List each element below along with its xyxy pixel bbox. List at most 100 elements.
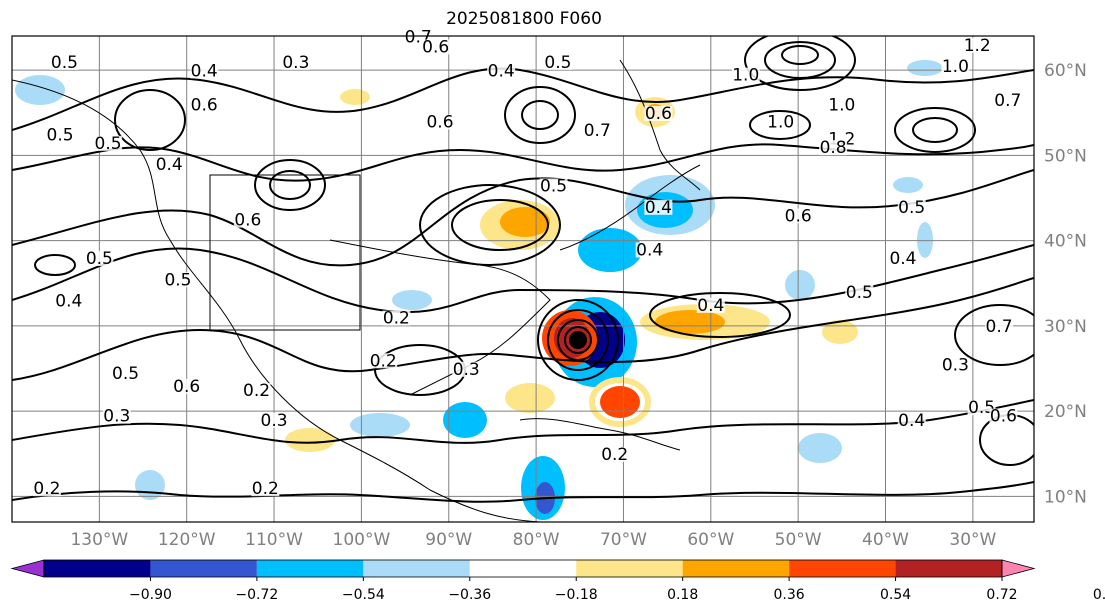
colorbar-swatch xyxy=(44,560,151,577)
contour-ring xyxy=(114,89,186,151)
contour-label: 0.7 xyxy=(994,91,1021,111)
contour-label-bg xyxy=(155,157,184,173)
lat-tick-label: 20°N xyxy=(1044,402,1087,422)
contour-label-bg xyxy=(233,212,262,228)
lon-tick-label: 90°W xyxy=(425,530,472,550)
colorbar-swatch xyxy=(256,560,364,577)
contour-label: 0.6 xyxy=(191,95,218,115)
fill-red-caribbean xyxy=(600,386,640,418)
contour-label-bg xyxy=(845,285,874,301)
contour-label-bg xyxy=(54,293,83,309)
contour-label-bg xyxy=(731,67,760,83)
coastline xyxy=(209,174,361,331)
contour-label: 0.4 xyxy=(191,61,218,81)
fill-blue-midatl xyxy=(785,270,815,300)
lon-tick-label: 30°W xyxy=(949,530,996,550)
colorbar-extend-low xyxy=(10,559,45,578)
contour-label: 1.0 xyxy=(828,95,855,115)
contour-label-bg xyxy=(963,37,992,53)
colorbar-swatch xyxy=(682,560,790,577)
colorbar-tick-label: 0.54 xyxy=(880,587,911,603)
colorbar-tick-label: −0.36 xyxy=(448,587,491,603)
contour-label: 0.2 xyxy=(601,445,628,465)
colorbar-tick-label: 0.72 xyxy=(986,587,1017,603)
contour-ring xyxy=(912,117,958,143)
contour-label: 0.5 xyxy=(51,53,78,73)
fill-blue-azores xyxy=(917,222,933,258)
colorbar-labels: −0.90 −0.72 −0.54 −0.36 −0.18 0.18 0.36 0.54 0.7… xyxy=(129,577,1105,603)
fill-blue-pacific xyxy=(135,470,165,500)
lon-tick-label: 70°W xyxy=(600,530,647,550)
lat-tick-label: 50°N xyxy=(1044,146,1087,166)
lon-tick-label: 80°W xyxy=(513,530,560,550)
colorbar-tick-label: 0.90 xyxy=(1093,587,1105,603)
contour-label-bg xyxy=(644,199,673,215)
contour-label: 1.0 xyxy=(732,66,759,86)
contour-label: 0.5 xyxy=(112,364,139,384)
contour-label: 0.4 xyxy=(636,240,663,260)
contour-ring xyxy=(34,254,76,276)
colorbar-tick-label: −0.18 xyxy=(555,587,598,603)
lat-tick-label: 60°N xyxy=(1044,61,1087,81)
colorbar-swatch xyxy=(469,560,577,577)
contour-ring xyxy=(521,100,559,130)
contour-ring xyxy=(749,110,811,140)
contour-label-bg xyxy=(543,54,572,70)
contour-label: 0.4 xyxy=(889,249,916,269)
contour-ring xyxy=(537,299,619,381)
contour-label: 0.8 xyxy=(820,138,847,158)
colorbar-swatch xyxy=(789,560,896,577)
contour-label-bg xyxy=(487,63,516,79)
longitude-labels: 130°W 120°W 110°W 100°W 90°W 80°W 70°W 60°W 50°W… xyxy=(70,530,996,550)
contour-line xyxy=(12,277,1034,381)
contour-ring xyxy=(781,45,819,65)
contour-label: 0.5 xyxy=(86,249,113,269)
contour-label: 0.6 xyxy=(645,104,672,124)
map-frame xyxy=(11,35,1035,523)
coastline xyxy=(12,79,541,522)
contour-ring xyxy=(547,309,609,371)
contour-label: 0.3 xyxy=(453,360,480,380)
contour-line xyxy=(12,143,1034,182)
colorbar-swatch xyxy=(150,560,257,577)
contour-label-bg xyxy=(50,54,79,70)
contour-label: 0.6 xyxy=(234,211,261,231)
lon-tick-label: 120°W xyxy=(158,530,216,550)
contour-label-bg xyxy=(635,242,664,258)
contour-ring xyxy=(649,292,791,338)
colorbar-outline xyxy=(43,559,1003,578)
colorbar xyxy=(10,559,1036,578)
contour-label-bg xyxy=(421,39,450,55)
contour-label-layer: 0.70.60.30.40.5 0.50.40.60.6 0.60.71.0 1.01… xyxy=(32,27,1022,499)
contour-label-bg xyxy=(452,361,481,377)
lat-tick-label: 10°N xyxy=(1044,487,1087,507)
coastline-layer xyxy=(12,59,701,522)
contour-label-bg xyxy=(94,135,123,151)
contour-label: 0.5 xyxy=(540,176,567,196)
colorbar-swatch xyxy=(363,560,470,577)
lon-tick-label: 130°W xyxy=(70,530,128,550)
contour-label-bg xyxy=(190,97,219,113)
colorbar-tick-label: 0.18 xyxy=(667,587,698,603)
fill-yellow-caribbean-ring xyxy=(589,377,651,427)
contour-label: 0.4 xyxy=(898,411,925,431)
contour-label: 0.5 xyxy=(846,283,873,303)
contour-label: 0.6 xyxy=(173,377,200,397)
contour-label-bg xyxy=(644,106,673,121)
colorbar-tick-label: −0.90 xyxy=(129,587,172,603)
contour-label-bg xyxy=(382,310,411,326)
contour-label: 0.3 xyxy=(282,53,309,73)
fill-yellow-plains xyxy=(340,89,370,105)
lon-tick-label: 60°W xyxy=(687,530,734,550)
contour-label-bg xyxy=(260,412,289,428)
contour-label-bg xyxy=(784,208,813,224)
contour-label-bg xyxy=(111,366,140,382)
contour-label: 0.4 xyxy=(156,155,183,175)
fill-yellow-caribbean xyxy=(505,383,555,413)
contour-label: 0.2 xyxy=(33,479,60,499)
contour-label: 0.4 xyxy=(488,61,515,81)
fill-blue-east xyxy=(893,177,923,193)
contour-label: 0.5 xyxy=(164,270,191,290)
contour-label-bg xyxy=(85,250,114,266)
